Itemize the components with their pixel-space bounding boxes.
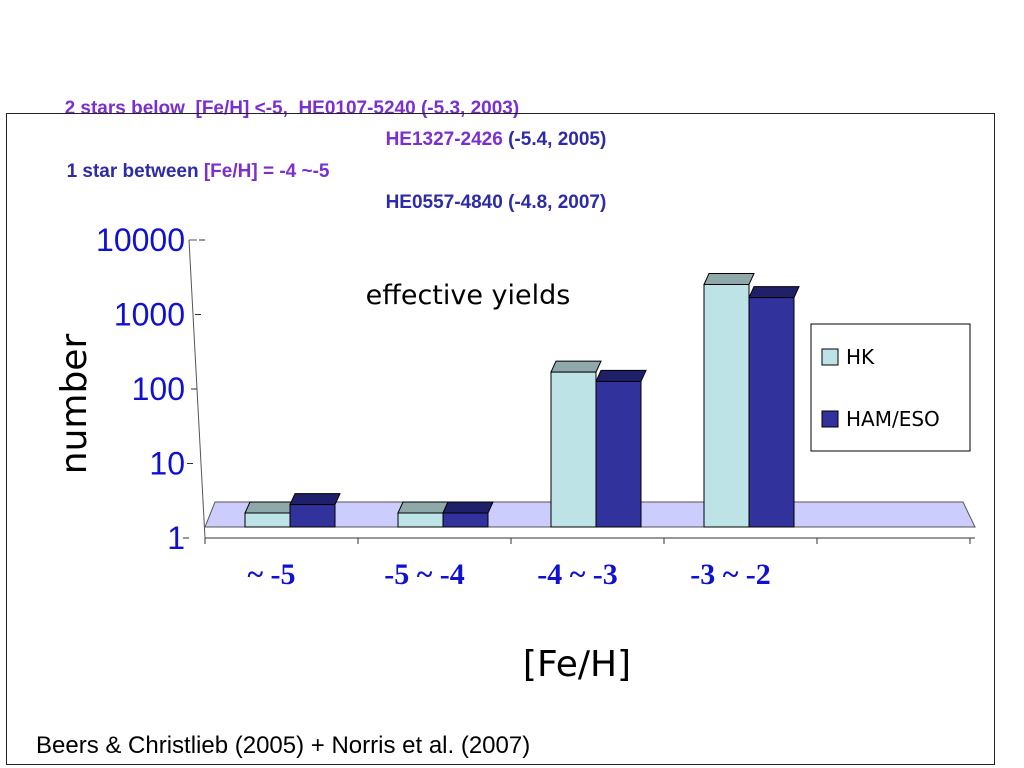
y-axis-label: number <box>54 334 95 475</box>
x-tick-label: -5 ~ -4 <box>384 558 465 591</box>
bar-hk <box>397 512 444 528</box>
note-line-2: HE1327-2426 (-5.4, 2005) <box>375 107 607 151</box>
note-star-he1327-info: (-5.4, 2005) <box>502 129 607 150</box>
bar-hk <box>244 512 291 528</box>
legend-box <box>810 323 971 452</box>
bar-top-hk <box>703 272 755 285</box>
bar-top-hameso <box>442 501 494 514</box>
y-tick-label: 10000 <box>96 222 185 258</box>
legend-swatch <box>821 410 839 428</box>
note-line-3: 1 star between [Fe/H] = -4 ~-5 <box>56 139 330 183</box>
bar-hameso <box>289 504 336 528</box>
legend-label: HAM/ESO <box>846 407 940 431</box>
y-tick-label: 1 <box>167 520 185 556</box>
bar-hameso <box>595 380 642 528</box>
legend-swatch <box>821 348 839 366</box>
note-line-3-range: [Fe/H] = -4 ~-5 <box>203 161 330 182</box>
note-star-he0557: HE0557-4840 (-4.8, 2007) <box>385 192 607 213</box>
bar-hameso <box>748 297 795 528</box>
bar-top-hk <box>550 360 602 373</box>
bar-top-hk <box>244 501 296 514</box>
bar-top-hameso <box>289 493 341 506</box>
bar-top-hk <box>397 501 449 514</box>
bar-top-hameso <box>748 286 800 299</box>
note-line-3-text: 1 star between <box>66 161 204 182</box>
legend-label: HK <box>846 345 875 369</box>
bar-hameso <box>442 512 489 528</box>
bar-hk <box>550 371 597 528</box>
chart-title: effective yields <box>366 280 571 311</box>
x-axis-label: [Fe/H] <box>523 644 631 685</box>
y-tick-label: 10 <box>149 446 185 482</box>
y-tick-label: 100 <box>132 371 185 407</box>
x-tick-label: -3 ~ -2 <box>690 558 771 591</box>
note-star-he1327-name: HE1327-2426 <box>385 129 503 150</box>
bar-hk <box>703 283 750 528</box>
x-tick-label: ~ -5 <box>247 558 295 591</box>
x-tick-label: -4 ~ -3 <box>537 558 618 591</box>
footer-citation: Beers & Christlieb (2005) + Norris et al… <box>36 732 531 759</box>
bar-top-hameso <box>595 369 647 382</box>
y-tick-label: 1000 <box>114 297 185 333</box>
note-line-4: HE0557-4840 (-4.8, 2007) <box>375 170 607 214</box>
chart-frame <box>6 113 995 765</box>
